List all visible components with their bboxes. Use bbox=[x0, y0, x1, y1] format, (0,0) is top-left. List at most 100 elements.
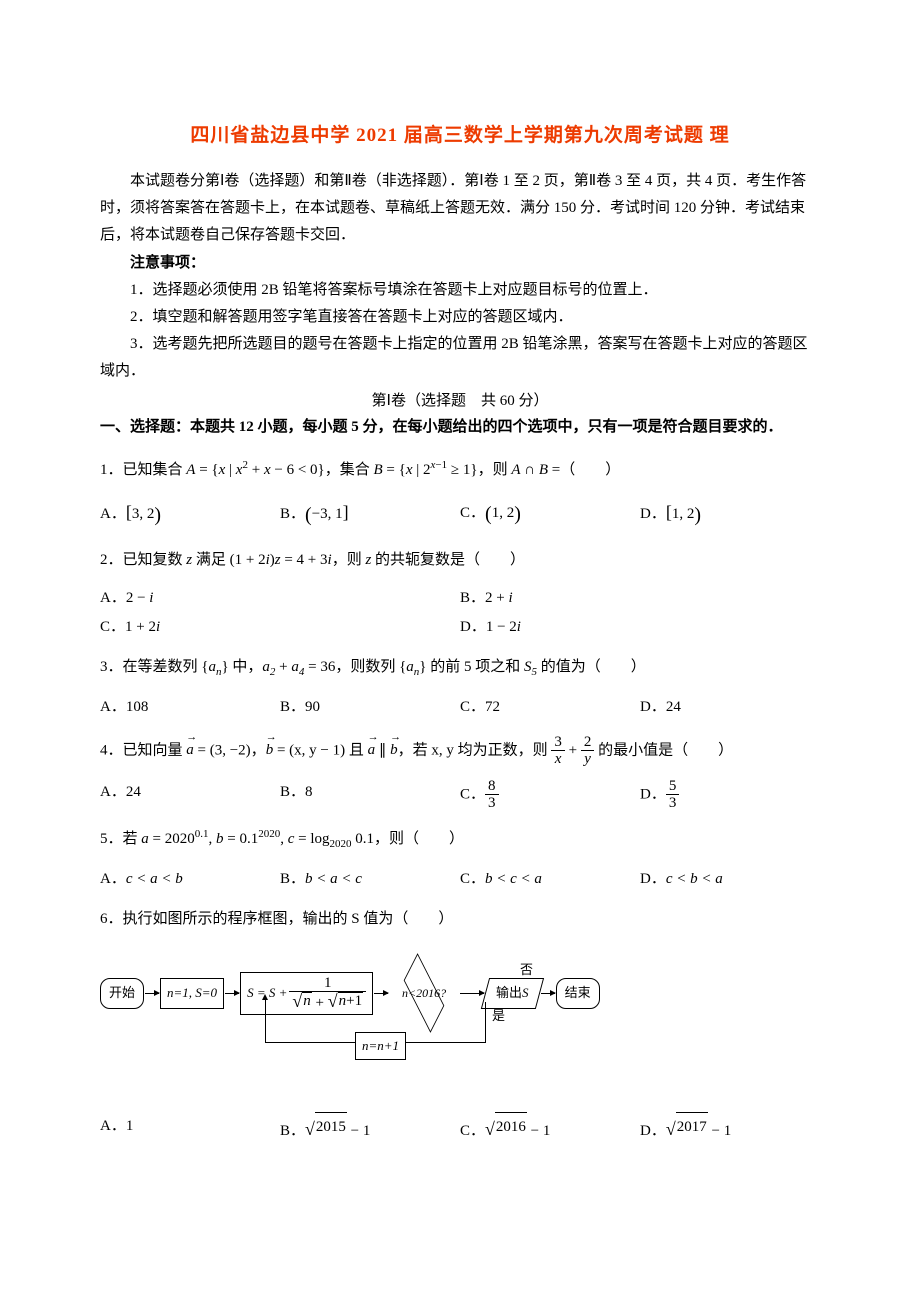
fc-output-pre: 输出 bbox=[496, 985, 522, 1000]
document-title: 四川省盐边县中学 2021 届高三数学上学期第九次周考试题 理 bbox=[100, 120, 820, 152]
fc-start: 开始 bbox=[100, 978, 144, 1009]
q2-option-c: C．1 + 2i bbox=[100, 613, 460, 642]
fc-incr-text: n=n+1 bbox=[362, 1038, 399, 1053]
q2-option-a: A．2 − i bbox=[100, 584, 460, 613]
q4-option-c: C．83 bbox=[460, 778, 640, 812]
q6-option-d: D．√2017 − 1 bbox=[640, 1112, 820, 1146]
fc-loop-arrow bbox=[262, 994, 268, 1000]
q6-optd-pre: D． bbox=[640, 1123, 666, 1139]
q1-prefix: 1．已知集合 bbox=[100, 462, 186, 478]
question-2: 2．已知复数 z 满足 (1 + 2i)z = 4 + 3i，则 z 的共轭复数… bbox=[100, 546, 820, 642]
fc-formula-num: 1 bbox=[289, 975, 366, 993]
q4-text: 4．已知向量 a = (3, −2)，b = (x, y − 1) 且 a ∥ … bbox=[100, 734, 820, 768]
question-6: 6．执行如图所示的程序框图，输出的 S 值为（ ） 开始 n=1, S=0 S … bbox=[100, 905, 820, 1146]
q4-p4: ，若 x, y 均为正数，则 bbox=[398, 742, 552, 758]
q5-text: 5．若 a = 20200.1, b = 0.12020, c = log202… bbox=[100, 824, 820, 855]
q2-option-b: B．2 + i bbox=[460, 584, 820, 613]
fc-formula-den: √n + √n+1 bbox=[289, 992, 366, 1012]
q5-t1: 5．若 bbox=[100, 831, 141, 847]
q3-option-b: B．90 bbox=[280, 693, 460, 722]
question-5: 5．若 a = 20200.1, b = 0.12020, c = log202… bbox=[100, 824, 820, 893]
q4-frac2-num: 2 bbox=[581, 734, 595, 752]
q6-option-a: A．1 bbox=[100, 1112, 280, 1146]
q2-option-d: D．1 − 2i bbox=[460, 613, 820, 642]
q1-option-b: B．(−3, 1] bbox=[280, 495, 460, 534]
q2-text: 2．已知复数 z 满足 (1 + 2i)z = 4 + 3i，则 z 的共轭复数… bbox=[100, 546, 820, 575]
q6-optd-tail: − 1 bbox=[708, 1123, 731, 1139]
q6-optb-tail: − 1 bbox=[347, 1123, 370, 1139]
q3-options: A．108 B．90 C．72 D．24 bbox=[100, 693, 820, 722]
q4-frac1-den: x bbox=[551, 751, 565, 768]
q6-optc-tail: − 1 bbox=[527, 1123, 550, 1139]
q6-optb-rad: 2015 bbox=[315, 1112, 347, 1142]
question-1: 1．已知集合 A = {x | x2 + x − 6 < 0}，集合 B = {… bbox=[100, 455, 820, 534]
q5-t2: ，则（ ） bbox=[374, 831, 464, 847]
fc-label-no: 否 bbox=[520, 958, 533, 983]
q5-option-a: A．c < a < b bbox=[100, 865, 280, 894]
q2-options: A．2 − i B．2 + i C．1 + 2i D．1 − 2i bbox=[100, 584, 820, 641]
fc-increment: n=n+1 bbox=[355, 1032, 406, 1061]
q6-text: 6．执行如图所示的程序框图，输出的 S 值为（ ） bbox=[100, 905, 820, 934]
notice-item-2: 2．填空题和解答题用签字笔直接答在答题卡上对应的答题区域内． bbox=[100, 304, 820, 331]
q6-optb-pre: B． bbox=[280, 1123, 305, 1139]
fc-init: n=1, S=0 bbox=[160, 978, 224, 1009]
q4-fracc-den: 3 bbox=[485, 795, 499, 812]
question-4: 4．已知向量 a = (3, −2)，b = (x, y − 1) 且 a ∥ … bbox=[100, 734, 820, 812]
fc-output-var: S bbox=[522, 985, 529, 1000]
q4-option-a: A．24 bbox=[100, 778, 280, 812]
q5-option-d: D．c < b < a bbox=[640, 865, 820, 894]
notice-title: 注意事项： bbox=[100, 251, 820, 277]
q6-option-c: C．√2016 − 1 bbox=[460, 1112, 640, 1146]
q4-p3: = (x, y − 1) 且 bbox=[273, 742, 367, 758]
fc-label-yes: 是 bbox=[492, 1004, 505, 1029]
fc-arrow-2 bbox=[225, 993, 239, 994]
q4-fracc-num: 8 bbox=[485, 778, 499, 796]
q3-option-a: A．108 bbox=[100, 693, 280, 722]
q6-optd-rad: 2017 bbox=[676, 1112, 708, 1142]
q1-option-a: A．[3, 2) bbox=[100, 495, 280, 534]
q1-option-d: D．[1, 2) bbox=[640, 495, 820, 534]
fc-decision: n<2016? bbox=[389, 975, 459, 1011]
notice-item-1: 1．选择题必须使用 2B 铅笔将答案标号填涂在答题卡上对应题目标号的位置上． bbox=[100, 277, 820, 304]
q1-mid: ，集合 bbox=[325, 462, 374, 478]
q6-options: A．1 B．√2015 − 1 C．√2016 − 1 D．√2017 − 1 bbox=[100, 1112, 820, 1146]
intro-paragraph: 本试题卷分第Ⅰ卷（选择题）和第Ⅱ卷（非选择题）．第Ⅰ卷 1 至 2 页，第Ⅱ卷 … bbox=[100, 168, 820, 249]
q4-options: A．24 B．8 C．83 D．53 bbox=[100, 778, 820, 812]
section-instructions: 一、选择题：本题共 12 小题，每小题 5 分，在每小题给出的四个选项中，只有一… bbox=[100, 414, 820, 441]
fc-output: 输出S bbox=[481, 978, 544, 1009]
fc-end: 结束 bbox=[556, 978, 600, 1009]
flowchart: 开始 n=1, S=0 S = S + 1 √n + √n+1 n<2016? … bbox=[100, 962, 750, 1072]
question-3: 3．在等差数列 {an} 中，a2 + a4 = 36，则数列 {an} 的前 … bbox=[100, 653, 820, 721]
fc-formula: S = S + 1 √n + √n+1 bbox=[240, 972, 373, 1015]
q4-frac2-den: y bbox=[581, 751, 595, 768]
q6-optc-rad: 2016 bbox=[495, 1112, 527, 1142]
notice-item-3: 3．选考题先把所选题目的题号在答题卡上指定的位置用 2B 铅笔涂黑，答案写在答题… bbox=[100, 331, 820, 385]
fc-loop-line-down-1 bbox=[485, 1002, 486, 1042]
q4-fracd-den: 3 bbox=[666, 795, 680, 812]
q4-option-d: D．53 bbox=[640, 778, 820, 812]
fc-init-text: n=1, S=0 bbox=[167, 981, 217, 1006]
q3-text: 3．在等差数列 {an} 中，a2 + a4 = 36，则数列 {an} 的前 … bbox=[100, 653, 820, 683]
q4-p5: 的最小值是（ ） bbox=[594, 742, 733, 758]
q4-optd-pre: D． bbox=[640, 786, 666, 802]
q4-p1: 4．已知向量 bbox=[100, 742, 186, 758]
q4-frac1-num: 3 bbox=[551, 734, 565, 752]
fc-arrow-1 bbox=[145, 993, 159, 994]
q5-options: A．c < a < b B．b < a < c C．b < c < a D．c … bbox=[100, 865, 820, 894]
fc-arrow-4 bbox=[460, 993, 484, 994]
q1-text: 1．已知集合 A = {x | x2 + x − 6 < 0}，集合 B = {… bbox=[100, 455, 820, 485]
section-header: 第Ⅰ卷（选择题 共 60 分） bbox=[100, 389, 820, 415]
q6-option-b: B．√2015 − 1 bbox=[280, 1112, 460, 1146]
q3-option-c: C．72 bbox=[460, 693, 640, 722]
q5-option-c: C．b < c < a bbox=[460, 865, 640, 894]
fc-arrow-5 bbox=[541, 993, 555, 994]
q1-option-c: C．(1, 2) bbox=[460, 495, 640, 534]
q4-option-b: B．8 bbox=[280, 778, 460, 812]
q6-optc-pre: C． bbox=[460, 1123, 485, 1139]
fc-loop-line-down-2 bbox=[265, 998, 266, 1043]
fc-arrow-3 bbox=[374, 993, 388, 994]
q1-options: A．[3, 2) B．(−3, 1] C．(1, 2) D．[1, 2) bbox=[100, 495, 820, 534]
q4-fracd-num: 5 bbox=[666, 778, 680, 796]
q4-p2: = (3, −2)， bbox=[194, 742, 266, 758]
q3-option-d: D．24 bbox=[640, 693, 820, 722]
